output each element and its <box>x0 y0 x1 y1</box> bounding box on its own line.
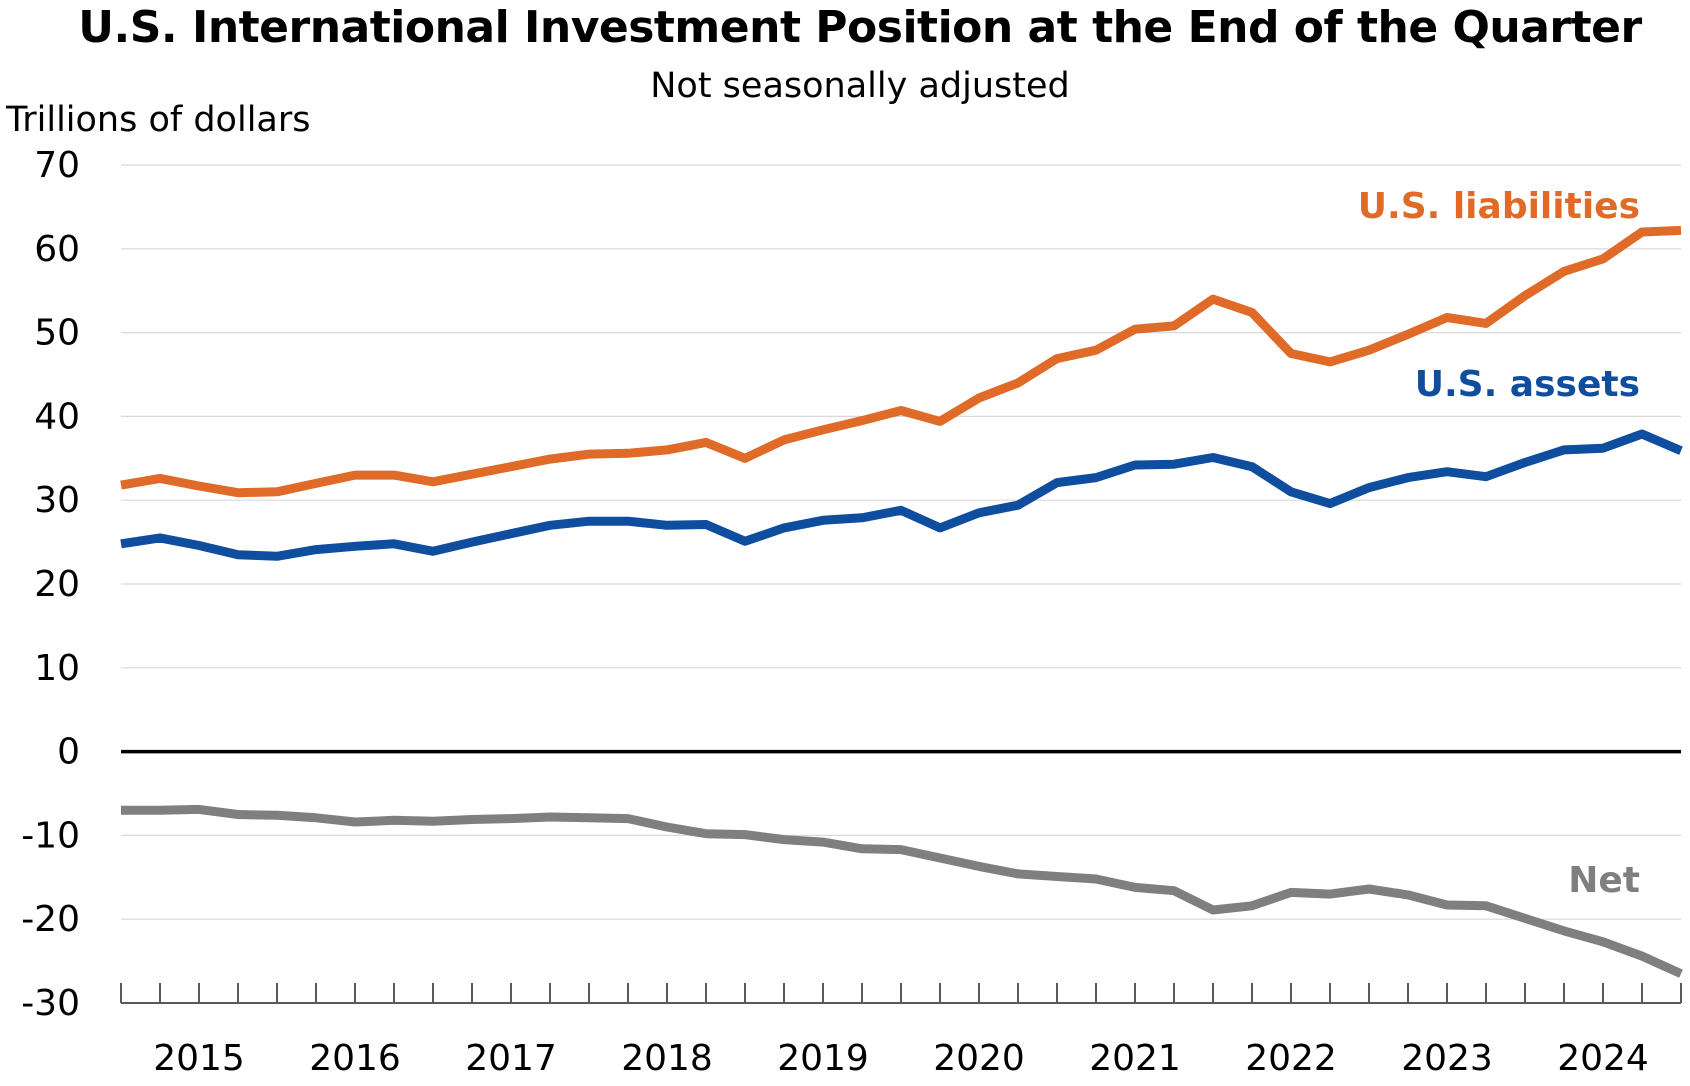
y-tick-label: -30 <box>21 983 80 1024</box>
series-label: Net <box>1568 860 1640 901</box>
x-tick-label: 2024 <box>1557 1038 1649 1079</box>
x-tick-label: 2016 <box>309 1038 401 1079</box>
y-tick-label: 0 <box>57 732 80 773</box>
y-tick-label: -10 <box>21 815 80 856</box>
series-lines <box>120 225 1683 978</box>
x-tick-label: 2020 <box>933 1038 1025 1079</box>
x-axis: 2015 2016 2017 2018 2019 2020 2021 2022 2023 2024 <box>120 983 1682 1079</box>
y-tick-label: 30 <box>34 480 80 521</box>
x-tick-label: 2017 <box>465 1038 557 1079</box>
x-tick-label: 2022 <box>1245 1038 1337 1079</box>
x-tick-label: 2015 <box>153 1038 245 1079</box>
y-axis-label: Trillions of dollars <box>6 100 311 140</box>
series-label: U.S. liabilities <box>1358 186 1640 227</box>
x-tick-label: 2019 <box>777 1038 869 1079</box>
series-labels: U.S. liabilities U.S. assets Net <box>1358 186 1640 901</box>
y-tick-label: 60 <box>34 229 80 270</box>
y-tick-label: 20 <box>34 564 80 605</box>
chart-subtitle: Not seasonally adjusted <box>650 66 1070 106</box>
y-tick-label: 70 <box>34 145 80 186</box>
x-tick-label: 2021 <box>1089 1038 1181 1079</box>
gridlines <box>121 164 1681 920</box>
y-tick-labels: 70 60 50 40 30 20 10 0 -10 -20 -30 <box>21 145 80 1024</box>
x-tick-label: 2023 <box>1401 1038 1493 1079</box>
series-line-1 <box>120 429 1683 561</box>
y-tick-label: 40 <box>34 396 80 437</box>
series-line-2 <box>121 804 1683 978</box>
series-label: U.S. assets <box>1415 364 1640 405</box>
x-tick-label: 2018 <box>621 1038 713 1079</box>
y-tick-label: 50 <box>34 313 80 354</box>
series-line-0 <box>120 225 1682 498</box>
y-tick-label: -20 <box>21 899 80 940</box>
chart-title: U.S. International Investment Position a… <box>78 2 1642 53</box>
y-tick-label: 10 <box>34 648 80 689</box>
